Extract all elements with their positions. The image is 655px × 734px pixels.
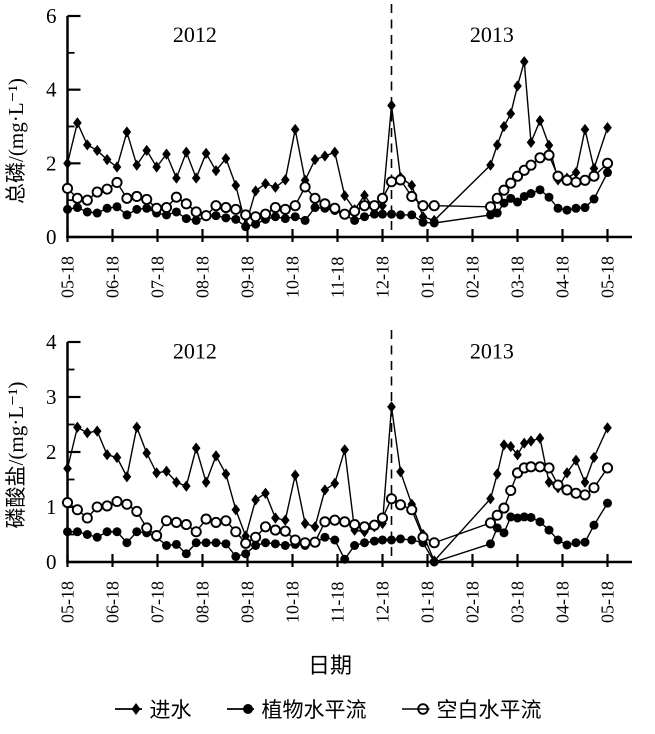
x-tick-label: 03-18 xyxy=(508,581,528,623)
x-tick-label: 01-18 xyxy=(418,256,438,298)
x-tick-label: 10-18 xyxy=(283,256,303,298)
x-tick-label: 10-18 xyxy=(283,581,303,623)
y-tick-label: 4 xyxy=(46,330,57,354)
filled-circle-marker-icon xyxy=(226,704,254,714)
legend-label-blank-hsf: 空白水平流 xyxy=(436,698,542,722)
y-tick-label: 0 xyxy=(46,225,57,249)
x-tick-label: 06-18 xyxy=(103,256,123,298)
y-tick-label: 4 xyxy=(46,78,57,102)
year-label: 2012 xyxy=(173,22,217,47)
legend-item-blank-hsf: 空白水平流 xyxy=(401,694,542,724)
y-tick-label: 3 xyxy=(46,385,57,409)
x-tick-label: 11-18 xyxy=(328,257,348,298)
legend-label-influent: 进水 xyxy=(149,698,192,722)
x-tick-label: 08-18 xyxy=(193,256,213,298)
x-tick-label: 04-18 xyxy=(553,581,573,623)
x-tick-label: 07-18 xyxy=(148,256,168,298)
y-axis-title-phosphate: 磷酸盐/(mg·L⁻¹) xyxy=(4,381,28,529)
year-label: 2012 xyxy=(173,339,217,364)
x-tick-label: 12-18 xyxy=(373,581,393,623)
y-axis-title-total-phosphorus: 总磷/(mg·L⁻¹) xyxy=(4,78,28,204)
x-tick-label: 11-18 xyxy=(328,582,348,623)
y-tick-label: 2 xyxy=(46,151,57,175)
x-tick-label: 04-18 xyxy=(553,256,573,298)
series-blank-hsf xyxy=(61,149,614,223)
chart-panel-0: 0 2 4 6 05-18 06-18 07-18 08-18 09-18 10-18 11-18 1… xyxy=(46,4,632,298)
axes: 0 2 4 6 05-18 06-18 07-18 08-18 09-18 10-18 11-18 1… xyxy=(46,4,632,298)
y-tick-label: 1 xyxy=(46,495,57,519)
open-circle-marker-icon xyxy=(401,703,429,715)
x-tick-label: 02-18 xyxy=(463,256,483,298)
x-tick-label: 09-18 xyxy=(238,581,258,623)
axes: 0 1 2 3 4 05-18 06-18 07-18 08-18 09-18 10-18 11-18… xyxy=(46,330,632,623)
legend-item-plant-hsf: 植物水平流 xyxy=(226,694,367,724)
legend: 进水 植物水平流 空白水平流 xyxy=(0,694,655,724)
legend-label-plant-hsf: 植物水平流 xyxy=(261,698,367,722)
legend-item-influent: 进水 xyxy=(114,694,192,724)
x-tick-label: 06-18 xyxy=(103,581,123,623)
x-tick-label: 05-18 xyxy=(598,581,618,623)
year-label: 2013 xyxy=(470,339,514,364)
diamond-marker-icon xyxy=(114,703,142,715)
x-tick-label: 05-18 xyxy=(58,256,78,298)
x-tick-label: 07-18 xyxy=(148,581,168,623)
x-tick-label: 09-18 xyxy=(238,256,258,298)
x-tick-label: 01-18 xyxy=(418,581,438,623)
y-tick-label: 0 xyxy=(46,550,57,574)
year-label: 2013 xyxy=(470,22,514,47)
x-tick-label: 05-18 xyxy=(598,256,618,298)
x-tick-label: 12-18 xyxy=(373,256,393,298)
x-tick-label: 05-18 xyxy=(58,581,78,623)
x-tick-label: 02-18 xyxy=(463,581,483,623)
chart-panel-1: 0 1 2 3 4 05-18 06-18 07-18 08-18 09-18 10-18 11-18… xyxy=(46,330,632,623)
x-axis-title: 日期 xyxy=(307,653,352,678)
series-blank-hsf xyxy=(61,461,614,549)
x-tick-label: 03-18 xyxy=(508,256,528,298)
x-tick-label: 08-18 xyxy=(193,581,213,623)
y-tick-label: 2 xyxy=(46,440,57,464)
y-tick-label: 6 xyxy=(46,4,57,28)
